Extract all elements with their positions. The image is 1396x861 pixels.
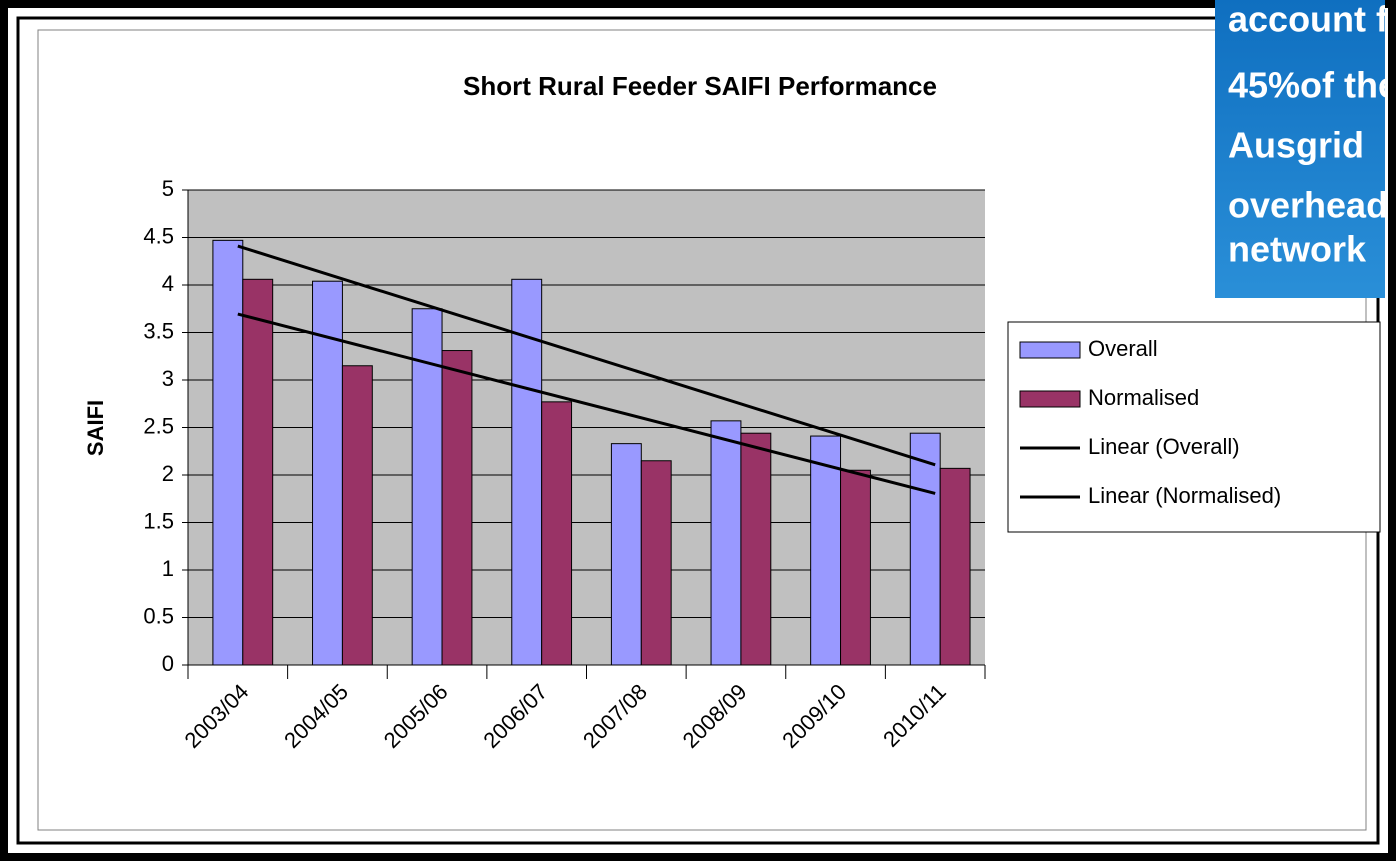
legend-label: Normalised xyxy=(1088,385,1199,410)
callout-text: overhead xyxy=(1228,185,1388,226)
y-tick-label: 1.5 xyxy=(143,508,174,533)
bar xyxy=(840,469,871,666)
bar xyxy=(610,443,642,666)
callout-text: Ausgrid xyxy=(1228,125,1364,166)
bar xyxy=(909,432,941,666)
y-tick-label: 0 xyxy=(162,651,174,676)
bar xyxy=(312,280,343,666)
trendline xyxy=(237,312,936,495)
legend-swatch xyxy=(1019,341,1081,359)
legend-label: Overall xyxy=(1088,336,1158,361)
bar xyxy=(411,308,443,666)
y-tick-label: 4.5 xyxy=(143,223,174,248)
y-tick-label: 3 xyxy=(162,366,174,391)
bar xyxy=(939,467,971,666)
callout-text: account f xyxy=(1228,0,1389,40)
bar xyxy=(341,365,373,666)
legend-label: Linear (Normalised) xyxy=(1088,483,1281,508)
callout-box xyxy=(1215,0,1385,298)
callout-text: 45%of the xyxy=(1228,65,1396,106)
callout-text: network xyxy=(1228,229,1367,270)
bar xyxy=(640,460,672,666)
y-tick-label: 2.5 xyxy=(143,413,174,438)
bar xyxy=(441,350,473,666)
y-tick-label: 0.5 xyxy=(143,603,174,628)
bar xyxy=(541,401,573,666)
legend-label: Linear (Overall) xyxy=(1088,434,1240,459)
trendline xyxy=(237,244,936,467)
y-tick-label: 4 xyxy=(162,271,174,296)
bar xyxy=(810,435,842,666)
bar xyxy=(740,432,772,666)
y-tick-label: 3.5 xyxy=(143,318,174,343)
y-axis-label: SAIFI xyxy=(83,400,108,456)
y-tick-label: 5 xyxy=(162,176,174,201)
y-tick-label: 1 xyxy=(162,556,174,581)
chart-title: Short Rural Feeder SAIFI Performance xyxy=(463,71,937,101)
y-tick-label: 2 xyxy=(162,461,174,486)
bar xyxy=(710,420,742,666)
bar xyxy=(212,239,244,666)
bar xyxy=(242,278,274,666)
legend-swatch xyxy=(1019,390,1081,408)
